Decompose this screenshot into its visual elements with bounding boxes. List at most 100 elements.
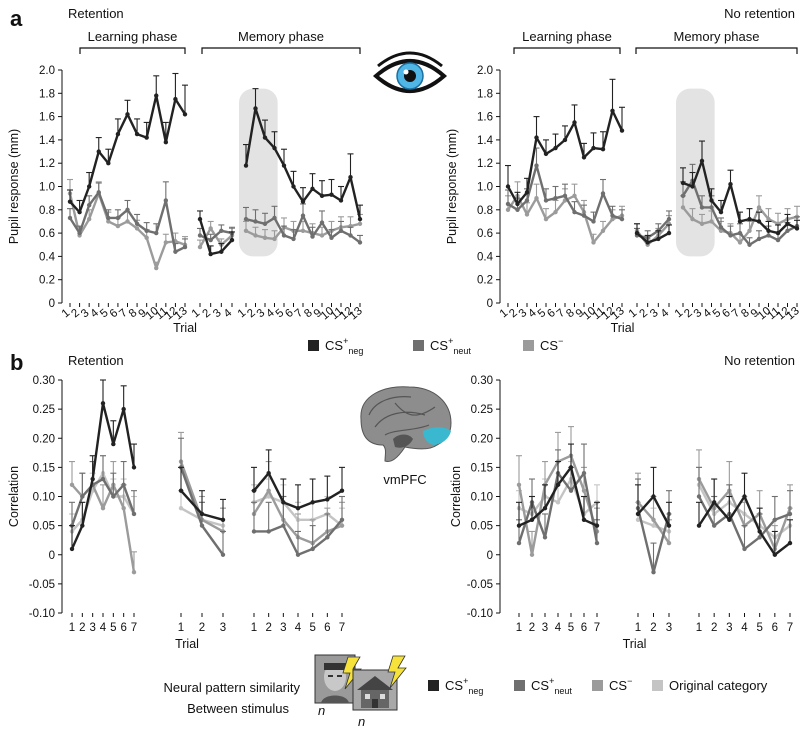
data-point	[197, 233, 203, 238]
y-tick-label: 0.25	[471, 404, 493, 416]
data-point	[568, 465, 574, 470]
y-tick-label: 2.0	[477, 65, 493, 77]
data-point	[543, 216, 549, 222]
data-point	[121, 406, 126, 412]
series-cs-neg	[516, 443, 793, 557]
data-point	[742, 494, 747, 499]
data-point	[178, 505, 184, 511]
y-tick-label: 1.0	[477, 182, 493, 194]
phase-label: Memory phase	[674, 29, 760, 44]
data-point	[348, 233, 353, 238]
x-tick-label: 7	[787, 622, 793, 634]
data-point	[357, 216, 363, 222]
data-point	[766, 216, 771, 222]
legend-label: CS+neg	[325, 336, 363, 356]
data-point	[757, 529, 762, 534]
data-point	[666, 540, 672, 546]
x-tick-label: 13	[172, 305, 190, 322]
y-tick-label: 0.6	[477, 228, 493, 240]
y-axis-label: Correlation	[7, 466, 21, 527]
data-point	[69, 546, 75, 552]
data-point	[524, 212, 530, 217]
data-point	[262, 221, 268, 226]
data-point	[310, 546, 315, 552]
x-tick-label: 1	[516, 622, 522, 634]
legend-label-sub: neut	[554, 686, 572, 696]
data-point	[568, 488, 574, 493]
data-point	[600, 147, 606, 152]
data-point	[115, 131, 121, 137]
data-point	[787, 511, 793, 517]
data-point	[339, 517, 345, 522]
data-point	[709, 219, 714, 224]
data-point	[572, 209, 577, 215]
data-point	[534, 135, 539, 140]
data-point	[86, 202, 92, 208]
data-point	[144, 135, 149, 140]
data-point	[243, 216, 249, 222]
data-point	[291, 236, 296, 242]
x-tick-label: 4	[295, 622, 302, 634]
x-tick-label: 5	[309, 622, 315, 634]
y-tick-label: 0.2	[477, 275, 493, 287]
data-point	[300, 213, 306, 218]
legend-item-csminus: CS−	[523, 336, 563, 353]
legend-label-main: CS	[609, 678, 627, 693]
legend-label-sup: −	[558, 336, 563, 346]
y-tick-label: 1.2	[39, 158, 55, 170]
data-point	[77, 230, 82, 236]
series-cs-neut	[505, 147, 800, 247]
legend-item-csneut: CS+neut	[413, 336, 471, 356]
data-point	[106, 219, 111, 224]
data-point	[553, 209, 558, 215]
data-point	[144, 235, 149, 240]
data-point	[747, 228, 752, 233]
data-point	[787, 540, 793, 546]
data-point	[348, 174, 353, 180]
data-point	[339, 523, 345, 528]
data-point	[266, 471, 271, 476]
data-point	[747, 216, 752, 222]
legend-label-sub: neut	[453, 346, 471, 356]
y-tick-label: 0	[49, 298, 55, 310]
y-tick-label: 0.05	[33, 521, 55, 533]
data-point	[505, 184, 511, 189]
data-point	[182, 244, 188, 250]
x-tick-label: 13	[609, 305, 627, 322]
data-point	[610, 108, 615, 113]
data-point	[243, 163, 249, 168]
legend-b: CS+neg CS+neut CS− Original category	[428, 676, 768, 696]
y-tick-label: 0.6	[39, 228, 55, 240]
data-point	[154, 93, 159, 98]
data-point	[339, 488, 345, 493]
data-point	[553, 195, 558, 201]
series-cs-neg	[505, 78, 800, 245]
data-point	[696, 523, 702, 528]
data-point	[543, 151, 549, 157]
data-point	[619, 216, 625, 222]
data-point	[319, 233, 325, 238]
data-point	[134, 131, 140, 137]
data-point	[666, 230, 672, 236]
data-point	[756, 236, 762, 242]
x-tick-label: 2	[79, 622, 85, 634]
data-point	[766, 233, 771, 238]
data-point	[266, 488, 271, 493]
panel-a-letter: a	[10, 6, 23, 31]
legend-label-main: Original category	[669, 678, 768, 693]
x-tick-label: 6	[324, 622, 330, 634]
series-cs-neg	[67, 72, 363, 257]
data-point	[699, 205, 705, 210]
data-point	[329, 235, 334, 240]
data-point	[737, 240, 743, 245]
data-point	[100, 505, 106, 511]
legend-label-main: CS	[445, 678, 463, 693]
x-tick-label: 1	[635, 622, 641, 634]
data-point	[610, 216, 615, 222]
condition-title: No retention	[724, 6, 795, 21]
legend-label: CS−	[540, 336, 563, 353]
condition-title: Retention	[68, 6, 124, 21]
x-tick-label: 3	[280, 622, 286, 634]
a-retention-chart: Retention Learning phase Memory phase 0 0.2 0…	[7, 6, 365, 335]
data-point	[711, 500, 717, 505]
